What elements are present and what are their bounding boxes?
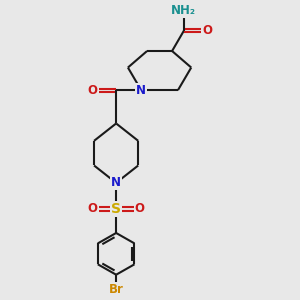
Text: O: O <box>202 24 212 37</box>
Text: O: O <box>88 84 98 97</box>
Text: O: O <box>135 202 145 215</box>
Text: N: N <box>111 176 121 189</box>
Text: NH₂: NH₂ <box>171 4 196 17</box>
Text: Br: Br <box>109 283 124 296</box>
Text: S: S <box>111 202 121 216</box>
Text: N: N <box>136 84 146 97</box>
Text: O: O <box>88 202 98 215</box>
